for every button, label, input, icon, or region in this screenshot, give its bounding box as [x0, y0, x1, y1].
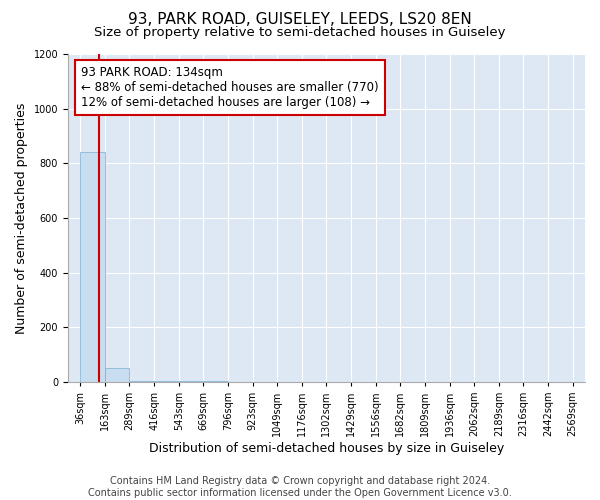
Text: 93, PARK ROAD, GUISELEY, LEEDS, LS20 8EN: 93, PARK ROAD, GUISELEY, LEEDS, LS20 8EN — [128, 12, 472, 28]
Bar — [105, 368, 130, 382]
Text: 93 PARK ROAD: 134sqm
← 88% of semi-detached houses are smaller (770)
12% of semi: 93 PARK ROAD: 134sqm ← 88% of semi-detac… — [81, 66, 379, 110]
Bar — [154, 381, 179, 382]
Text: Contains HM Land Registry data © Crown copyright and database right 2024.
Contai: Contains HM Land Registry data © Crown c… — [88, 476, 512, 498]
Text: Size of property relative to semi-detached houses in Guiseley: Size of property relative to semi-detach… — [94, 26, 506, 39]
Y-axis label: Number of semi-detached properties: Number of semi-detached properties — [15, 102, 28, 334]
X-axis label: Distribution of semi-detached houses by size in Guiseley: Distribution of semi-detached houses by … — [149, 442, 504, 455]
Bar — [130, 380, 154, 382]
Bar — [80, 152, 105, 382]
